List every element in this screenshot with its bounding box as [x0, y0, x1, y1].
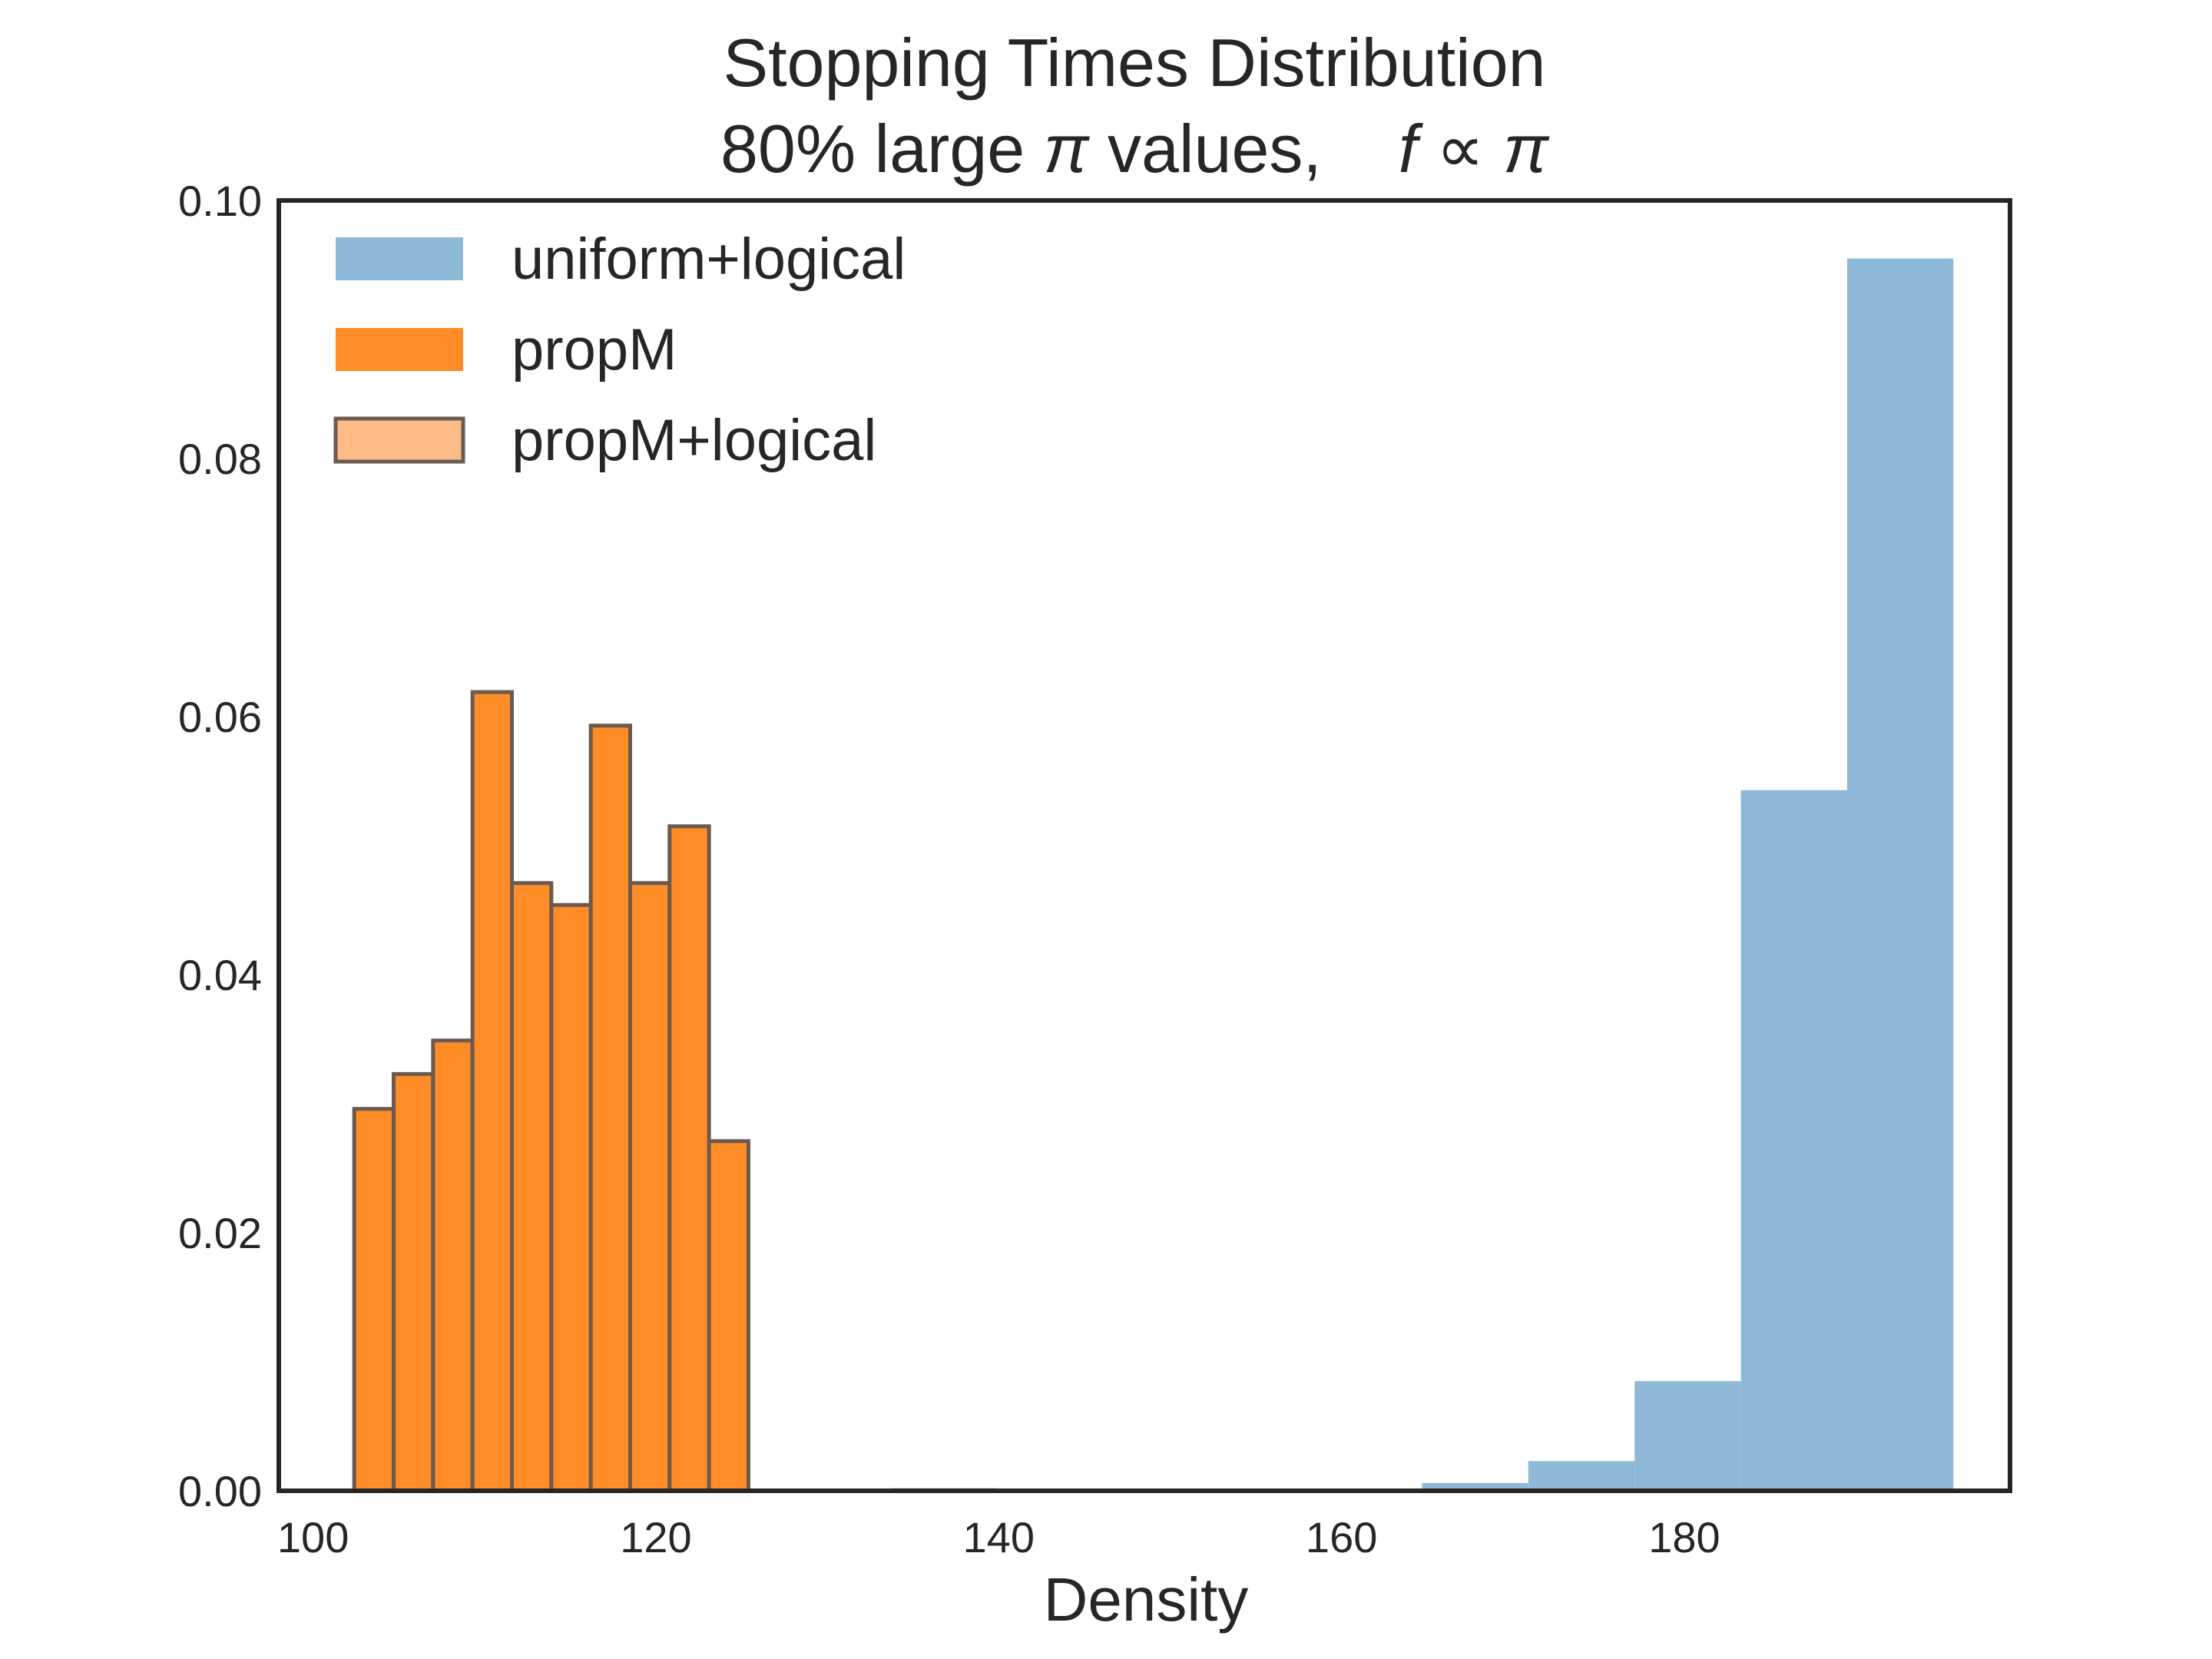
bar-uniform-logical-8	[1740, 790, 1847, 1491]
y-tick-label-5: 0.10	[178, 177, 262, 225]
legend-swatch-2	[333, 416, 465, 464]
legend: uniform+logical propM propM+logical	[333, 227, 906, 473]
bar-propm-logical-3	[470, 690, 515, 1493]
y-tick-label-4: 0.08	[178, 435, 262, 483]
x-axis-label: Density	[1044, 1565, 1249, 1634]
legend-label-0: uniform+logical	[512, 227, 906, 292]
bar-propm-logical-8	[667, 824, 711, 1493]
bar-propm-logical-7	[628, 881, 672, 1493]
bar-propm-logical-0	[352, 1107, 396, 1493]
bar-propm-logical-6	[588, 724, 632, 1493]
chart-title: Stopping Times Distribution	[723, 25, 1545, 101]
bar-uniform-logical-7	[1634, 1381, 1741, 1491]
legend-label-1: propM	[512, 317, 677, 382]
subtitle-pi: π	[1044, 111, 1091, 187]
bar-propm-logical-4	[510, 881, 554, 1493]
bar-propm-logical-9	[707, 1139, 750, 1493]
x-tick-label-2: 140	[963, 1513, 1035, 1561]
y-tick-label-1: 0.02	[178, 1209, 262, 1257]
subtitle-prefix: 80% large	[720, 111, 1044, 187]
bar-uniform-logical-6	[1528, 1461, 1635, 1491]
bar-propm-logical-5	[549, 902, 593, 1493]
legend-label-2: propM+logical	[512, 408, 876, 473]
bars-layer	[352, 258, 1954, 1493]
bar-uniform-logical-9	[1846, 258, 1954, 1492]
bar-uniform-logical-5	[1422, 1482, 1528, 1491]
bar-propm-logical-1	[392, 1071, 435, 1493]
y-tick-label-2: 0.04	[178, 951, 262, 999]
legend-swatch-0	[336, 237, 463, 280]
x-tick-label-1: 120	[620, 1513, 691, 1561]
bar-propm-logical-2	[431, 1038, 475, 1493]
chart-subtitle: 80% large π values, f ∝ π	[720, 111, 1550, 187]
y-tick-label-0: 0.00	[178, 1467, 262, 1515]
y-tick-label-3: 0.06	[178, 693, 262, 741]
x-tick-label-4: 180	[1648, 1513, 1720, 1561]
ticks-layer: 100 120 140 160 180 0.00 0.02 0.04 0.06 0.08 0.10	[178, 177, 1720, 1561]
x-tick-label-3: 160	[1306, 1513, 1377, 1561]
subtitle-pi2: π	[1503, 111, 1550, 187]
plot-frame	[276, 198, 2012, 1493]
subtitle-middle: values,	[1089, 111, 1322, 187]
subtitle-prop: ∝	[1417, 111, 1503, 187]
x-tick-label-0: 100	[277, 1513, 349, 1561]
legend-swatch-1	[336, 328, 463, 371]
